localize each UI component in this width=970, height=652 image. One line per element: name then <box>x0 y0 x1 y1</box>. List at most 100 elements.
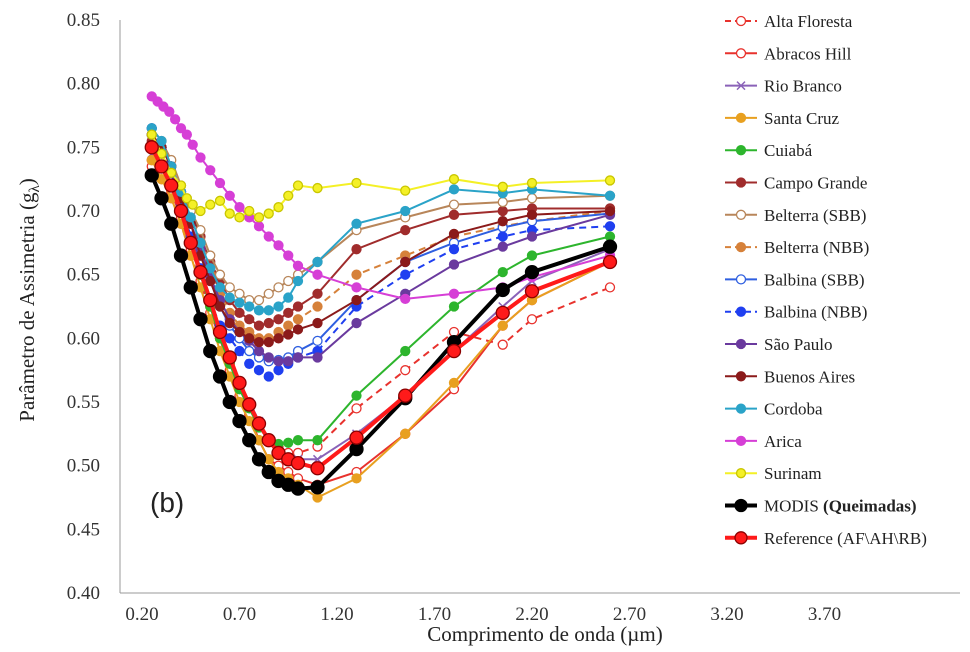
legend-swatch-marker <box>735 209 747 220</box>
legend-label: Belterra (SBB) <box>764 206 866 225</box>
data-point <box>290 455 306 471</box>
data-point <box>310 461 325 476</box>
data-point <box>242 397 257 412</box>
legend-item: Cuiabá <box>725 141 813 160</box>
legend-swatch-marker <box>734 498 748 513</box>
legend-label: Surinam <box>764 464 822 483</box>
data-point <box>253 221 265 232</box>
data-point <box>273 314 284 325</box>
legend-item: Abracos Hill <box>725 44 852 63</box>
legend-item: São Paulo <box>725 335 832 354</box>
data-point <box>173 203 189 219</box>
data-point <box>244 301 255 312</box>
legend-label: Balbina (NBB) <box>764 303 867 322</box>
data-point <box>292 435 304 446</box>
y-tick-label: 0.75 <box>67 137 100 158</box>
data-point <box>292 324 304 335</box>
data-point <box>164 106 175 117</box>
data-point <box>214 301 226 312</box>
data-point <box>497 205 508 217</box>
data-point <box>497 266 508 278</box>
data-point <box>400 205 411 217</box>
data-point <box>604 282 616 293</box>
x-tick-labels: 0.20 0.70 1.20 1.70 2.20 2.70 3.20 3.70 <box>125 604 841 625</box>
legend-item: Surinam <box>725 464 822 483</box>
data-point <box>234 297 245 308</box>
data-point <box>400 256 411 268</box>
legend: Alta Floresta Abracos Hill Rio Branco Santa… <box>725 12 927 548</box>
data-point <box>193 312 208 327</box>
data-point <box>273 202 284 213</box>
data-point <box>263 317 274 329</box>
data-point <box>253 305 265 316</box>
legend-swatch-marker <box>735 403 747 414</box>
legend-item: Cordoba <box>725 400 823 419</box>
data-point <box>283 275 294 287</box>
data-point <box>400 365 411 376</box>
data-point <box>154 191 169 206</box>
data-point <box>448 184 460 195</box>
data-point <box>214 282 226 293</box>
data-point <box>232 375 247 391</box>
x-tick-label: 3.20 <box>710 604 743 625</box>
data-point <box>253 337 265 348</box>
y-axis-title-close: ) <box>15 178 39 185</box>
data-point <box>234 202 245 213</box>
data-point <box>448 377 460 389</box>
data-point <box>183 280 198 295</box>
legend-swatch-marker <box>735 48 747 59</box>
data-point <box>604 205 616 217</box>
data-point <box>185 212 196 223</box>
data-point <box>524 284 540 299</box>
legend-item: Rio Branco <box>725 77 842 96</box>
legend-label: Campo Grande <box>764 174 867 193</box>
data-point <box>400 269 411 280</box>
data-point <box>351 269 362 280</box>
data-point <box>351 473 362 484</box>
data-point <box>526 250 538 261</box>
data-point <box>146 129 157 140</box>
legend-box <box>692 2 970 582</box>
data-point <box>497 231 508 242</box>
legend-label: Cordoba <box>764 400 823 419</box>
data-point <box>253 212 265 223</box>
data-point <box>263 288 274 299</box>
y-tick-labels: 0.40 0.45 0.50 0.55 0.60 0.65 0.70 0.75 0.80 0.85 <box>67 10 100 604</box>
data-point <box>448 209 460 220</box>
data-point <box>244 333 255 344</box>
data-point <box>312 317 323 329</box>
data-point <box>251 452 267 467</box>
y-axis-title-main: Parâmetro de Assimetria (g <box>15 192 39 422</box>
x-tick-label: 2.70 <box>613 604 646 625</box>
data-point <box>263 305 274 316</box>
data-point <box>349 430 364 445</box>
data-point <box>497 320 508 331</box>
x-tick-label: 0.20 <box>125 604 158 625</box>
legend-swatch-marker <box>735 177 747 188</box>
data-point <box>244 358 255 369</box>
data-point <box>144 140 159 155</box>
data-point <box>312 288 323 299</box>
data-point <box>312 182 323 194</box>
data-point <box>526 193 538 204</box>
data-point <box>224 190 235 201</box>
data-point <box>312 352 323 363</box>
data-point <box>526 231 538 242</box>
data-point <box>283 250 294 261</box>
legend-label: Cuiabá <box>764 141 813 160</box>
data-point <box>222 350 237 365</box>
data-point <box>164 178 179 193</box>
data-point <box>181 129 193 140</box>
legend-swatch-marker <box>735 338 747 350</box>
legend-item: Alta Floresta <box>725 12 853 31</box>
data-point <box>283 329 294 340</box>
legend-label: Balbina (SBB) <box>764 270 865 289</box>
data-point <box>292 301 304 312</box>
data-point <box>195 152 206 163</box>
data-point <box>273 333 284 344</box>
x-tick-label: 1.70 <box>418 604 451 625</box>
y-axis-title-sub: λ <box>27 185 43 193</box>
data-point <box>193 264 208 280</box>
data-point <box>263 352 274 363</box>
